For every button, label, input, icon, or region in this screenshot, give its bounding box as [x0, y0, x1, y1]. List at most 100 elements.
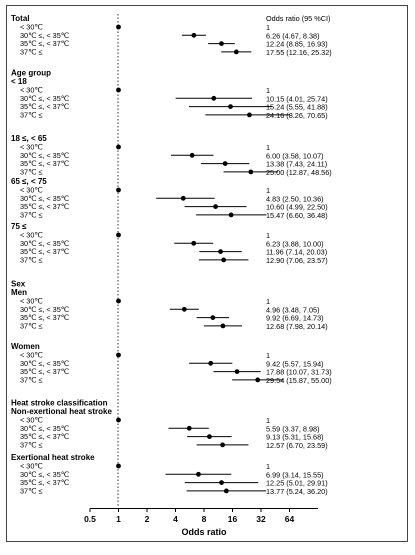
x-tick-label: 16 — [228, 514, 238, 524]
or-value-label: 6.26 (4.67, 8.38) — [266, 31, 320, 40]
x-tick-label: 8 — [202, 514, 207, 524]
or-value-label: 6.23 (3.88, 10.00) — [266, 239, 324, 248]
point-estimate — [116, 352, 121, 358]
or-value-label: 15.47 (6.60, 36.48) — [266, 211, 328, 220]
group-label: Women — [11, 342, 40, 351]
row-label: 30℃ ≤, < 35℃ — [20, 94, 69, 103]
row-label: 30℃ ≤, < 35℃ — [20, 239, 69, 248]
x-tick-label: 4 — [173, 514, 178, 524]
group-label: Sex — [11, 279, 26, 288]
row-label: 30℃ ≤, < 35℃ — [20, 194, 69, 203]
point-estimate — [221, 257, 227, 263]
row-label: 35℃ ≤, < 37℃ — [20, 102, 69, 111]
row-label: < 30℃ — [20, 186, 43, 195]
x-tick-label: 64 — [285, 514, 295, 524]
point-estimate — [255, 377, 261, 383]
point-estimate — [116, 144, 121, 150]
point-estimate — [186, 425, 192, 431]
or-value-label: 13.38 (7.43, 24.11) — [266, 160, 327, 169]
row-label: < 30℃ — [20, 351, 43, 360]
forest-rows: Total< 30℃ 130℃ ≤, < 35℃ 6.26 (4.67, 8.38)… — [11, 14, 332, 496]
or-value-label: 13.77 (5.24, 36.20) — [266, 487, 328, 496]
group-label: Exertional heat stroke — [11, 453, 95, 462]
point-estimate — [211, 95, 217, 101]
point-estimate — [116, 298, 121, 304]
group-label: Non-exertional heat stroke — [11, 407, 112, 416]
or-value-label: 9.13 (5.31, 15.68) — [266, 433, 324, 442]
or-value-label: 12.57 (6.70, 23.59) — [266, 441, 328, 450]
or-value-label: 6.99 (3.14, 15.55) — [266, 470, 324, 479]
row-label: < 30℃ — [20, 23, 43, 32]
row-label: 30℃ ≤, < 35℃ — [20, 359, 69, 368]
point-estimate — [196, 471, 201, 477]
or-value-label: 4.83 (2.50, 10.36) — [266, 194, 324, 203]
or-value-label: 11.96 (7.14, 20.03) — [266, 248, 327, 257]
row-label: 37℃ ≤ — [20, 210, 42, 219]
row-label: 37℃ ≤ — [20, 375, 42, 384]
x-tick-label: 0.5 — [84, 514, 96, 524]
row-label: < 30℃ — [20, 416, 43, 425]
or-value-label: 1 — [266, 297, 270, 306]
row-label: 37℃ ≤ — [20, 321, 42, 330]
row-label: 30℃ ≤, < 35℃ — [20, 31, 69, 40]
point-estimate — [222, 161, 228, 167]
or-value-label: 1 — [266, 143, 270, 152]
row-label: 37℃ ≤ — [20, 440, 42, 449]
or-value-label: 17.88 (10.07, 31.73) — [266, 368, 332, 377]
or-value-label: 12.25 (5.01, 29.91) — [266, 479, 328, 488]
point-estimate — [220, 442, 225, 448]
plot-frame — [6, 5, 408, 542]
point-estimate — [228, 104, 233, 109]
row-label: 30℃ ≤, < 35℃ — [20, 151, 69, 160]
x-tick-label: 32 — [256, 514, 266, 524]
point-estimate — [208, 360, 214, 366]
group-label: Heat stroke classification — [11, 398, 108, 407]
or-value-label: 5.59 (3.37, 8.98) — [266, 424, 320, 433]
point-estimate — [116, 187, 121, 193]
row-label: 37℃ ≤ — [20, 255, 42, 264]
row-label: 35℃ ≤, < 37℃ — [20, 313, 69, 322]
or-value-label: 10.60 (4.99, 22.50) — [266, 203, 328, 212]
or-value-label: 1 — [266, 23, 270, 32]
point-estimate — [248, 169, 254, 175]
point-estimate — [189, 152, 195, 158]
x-axis-ticks: 0.5 1 2 4 8 16 32 64 — [84, 508, 295, 524]
point-estimate — [116, 463, 121, 469]
point-estimate — [220, 323, 226, 329]
row-label: < 30℃ — [20, 231, 43, 240]
or-value-label: 17.55 (12.16, 25.32) — [266, 48, 332, 57]
or-value-label: 10.15 (4.01, 25.74) — [266, 94, 328, 103]
row-label: < 30℃ — [20, 297, 43, 306]
or-value-label: 6.00 (3.58, 10.07) — [266, 151, 324, 160]
row-label: 37℃ ≤ — [20, 110, 42, 119]
or-value-label: 15.24 (5.55, 41.88) — [266, 103, 328, 112]
point-estimate — [191, 240, 197, 246]
row-label: 35℃ ≤, < 37℃ — [20, 39, 69, 48]
group-label: 65 ≤, < 75 — [11, 177, 47, 186]
x-tick-label: 2 — [145, 514, 150, 524]
or-value-label: 12.24 (8.85, 16.93) — [266, 40, 328, 49]
or-value-label: 4.96 (3.48, 7.05) — [266, 305, 320, 314]
x-axis-label: Odds ratio — [181, 527, 227, 537]
point-estimate — [234, 369, 240, 374]
row-label: 30℃ ≤, < 35℃ — [20, 305, 69, 314]
row-label: 35℃ ≤, < 37℃ — [20, 202, 69, 211]
or-value-label: 12.68 (7.98, 20.14) — [266, 322, 328, 331]
row-label: 37℃ ≤ — [20, 47, 42, 56]
or-value-label: 9.42 (5.57, 15.94) — [266, 359, 324, 368]
or-value-label: 9.92 (6.69, 14.73) — [266, 314, 324, 323]
point-estimate — [219, 41, 224, 46]
point-estimate — [191, 32, 197, 38]
x-tick-label: 1 — [116, 514, 121, 524]
point-estimate — [116, 24, 121, 30]
row-label: 37℃ ≤ — [20, 486, 42, 495]
point-estimate — [210, 315, 216, 320]
group-label: Total — [11, 14, 30, 23]
or-value-label: 1 — [266, 86, 270, 95]
group-label: 75 ≤ — [11, 222, 27, 231]
point-estimate — [247, 112, 252, 118]
group-label: < 18 — [11, 77, 27, 86]
or-header: Odds ratio (95 %CI) — [266, 14, 330, 23]
